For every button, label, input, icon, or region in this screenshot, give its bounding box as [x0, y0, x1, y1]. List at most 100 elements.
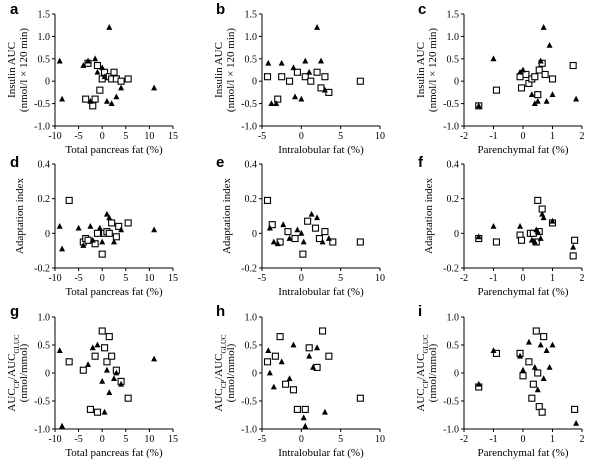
data-point-triangle: [540, 24, 547, 30]
panel-letter: g: [10, 303, 19, 320]
data-point-square: [311, 224, 320, 232]
data-point-triangle: [300, 414, 307, 421]
data-point-triangle: [101, 408, 108, 415]
y-axis-label: (nmol/l × 120 min): [427, 28, 439, 112]
y-tick-label: 0.5: [245, 341, 258, 352]
data-point-triangle: [314, 344, 321, 351]
data-point-triangle: [111, 375, 117, 381]
data-point-square: [93, 61, 102, 70]
data-point-triangle: [300, 238, 307, 245]
data-point-square: [285, 77, 294, 85]
x-tick-label: 5: [123, 273, 128, 284]
y-axis-label-units: (nmol/mmol): [18, 343, 30, 402]
x-tick-label: 0: [521, 434, 526, 445]
data-point-square: [541, 70, 549, 79]
x-tick-label: 15: [168, 131, 178, 142]
data-point-triangle: [113, 93, 120, 100]
x-axis-label: Intralobular fat (%): [278, 447, 364, 459]
y-axis-label-units: (nmol/mmol): [427, 343, 439, 402]
data-point-square: [93, 229, 102, 237]
x-axis-label: Intralobular fat (%): [278, 286, 364, 298]
y-tick-label: 0: [454, 77, 459, 88]
data-point-square: [321, 73, 329, 81]
data-point-triangle: [59, 245, 66, 252]
data-point-square: [304, 217, 312, 225]
x-tick-label: 0: [521, 273, 526, 284]
data-point-triangle: [151, 226, 158, 233]
data-point-square: [263, 73, 272, 81]
data-point-square: [271, 352, 279, 360]
data-point-triangle: [286, 235, 293, 241]
data-point-square: [534, 196, 542, 204]
y-tick-label: 0.2: [447, 194, 460, 205]
data-point-triangle: [543, 97, 550, 104]
x-axis-label: Intralobular fat (%): [278, 144, 364, 156]
data-point-triangle: [490, 347, 497, 353]
data-point-square: [293, 405, 301, 413]
data-point-triangle: [106, 389, 113, 395]
data-point-square: [276, 333, 284, 341]
data-point-triangle: [528, 91, 535, 98]
y-tick-label: -0.5: [443, 99, 459, 110]
data-point-square: [569, 252, 577, 260]
data-point-triangle: [537, 235, 544, 241]
data-point-square: [540, 333, 548, 341]
data-point-square: [289, 386, 298, 394]
data-point-square: [305, 344, 313, 352]
data-point-triangle: [278, 358, 285, 365]
x-tick-label: 0: [299, 273, 304, 284]
x-tick-label: 5: [123, 131, 128, 142]
panel-d: d -0.2 0 0.2 0.4 -10 -5 0 5 10 15 Total pancreas fa…: [10, 154, 178, 298]
data-point-square: [517, 236, 526, 244]
data-point-square: [108, 352, 116, 360]
data-point-triangle: [290, 64, 297, 71]
data-point-triangle: [106, 24, 113, 30]
y-axis-label: Insulin AUC: [6, 42, 18, 98]
x-tick-label: 15: [168, 273, 178, 284]
panel-f: f -0.2 0 0.2 0.4 -2 -1 0 1 2 Parenchymal fat (%) Ad…: [418, 154, 585, 298]
y-tick-label: 0.5: [38, 341, 51, 352]
x-tick-label: 0: [100, 131, 105, 142]
y-tick-label: 0.5: [38, 54, 51, 65]
y-axis-label: Insulin AUC: [415, 42, 427, 98]
data-point-triangle: [87, 97, 94, 104]
data-point-square: [82, 95, 90, 103]
data-point-triangle: [475, 233, 482, 240]
data-point-triangle: [75, 224, 82, 231]
data-point-square: [117, 77, 125, 85]
data-point-triangle: [274, 240, 281, 247]
x-tick-label: 15: [168, 434, 178, 445]
panel-h: h -1.0 -0.5 0 0.5 1.0 -5 0 5 10 Intralobular fat (…: [213, 303, 385, 459]
data-point-triangle: [540, 375, 547, 381]
y-axis-label: AUCCP/AUCGLUC: [6, 334, 21, 411]
data-point-triangle: [475, 380, 482, 387]
data-point-triangle: [56, 347, 63, 353]
data-point-square: [301, 73, 309, 81]
y-tick-label: -1.0: [34, 122, 50, 133]
data-point-triangle: [92, 55, 99, 62]
panel-letter: i: [418, 303, 422, 320]
x-tick-label: -2: [460, 434, 468, 445]
y-tick-label: 0.2: [38, 194, 51, 205]
data-point-square: [535, 66, 543, 74]
data-point-triangle: [89, 344, 96, 351]
y-tick-label: -0.2: [443, 264, 459, 275]
y-tick-label: -1.0: [241, 122, 257, 133]
panel-letter: e: [216, 154, 224, 171]
y-tick-label: 1.0: [245, 313, 258, 324]
data-point-triangle: [294, 226, 301, 233]
data-point-triangle: [118, 380, 125, 387]
data-point-square: [492, 349, 501, 357]
panel-i: i -1.0 -0.5 0 0.5 1.0 -2 -1 0 1 2 Parenchymal fat (…: [415, 303, 585, 459]
data-point-square: [517, 84, 526, 92]
x-tick-label: -5: [258, 131, 266, 142]
data-point-triangle: [490, 223, 497, 229]
data-point-square: [101, 344, 109, 352]
data-point-square: [115, 222, 123, 230]
x-tick-label: 10: [375, 434, 385, 445]
data-point-square: [86, 405, 94, 413]
data-point-square: [492, 238, 501, 246]
data-point-square: [519, 372, 527, 380]
x-tick-label: -1: [489, 131, 497, 142]
data-point-triangle: [80, 62, 87, 68]
